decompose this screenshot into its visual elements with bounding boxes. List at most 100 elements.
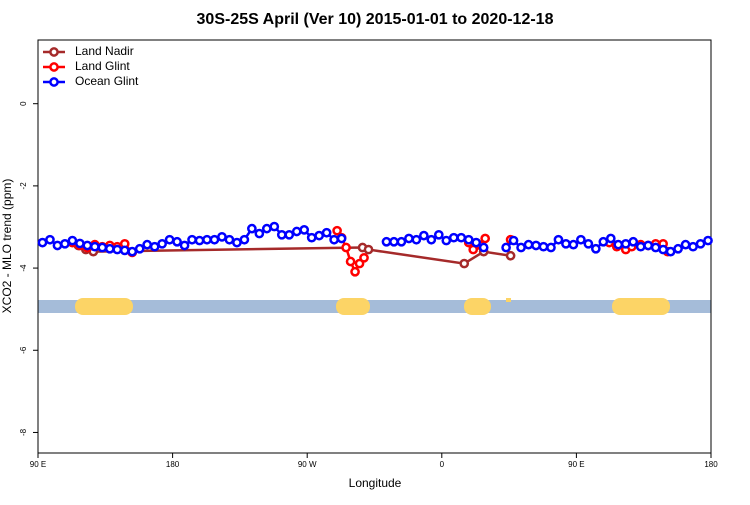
y-tick-label: -8 (19, 428, 28, 436)
data-point (194, 235, 205, 246)
data-point (284, 229, 295, 240)
data-point (142, 239, 153, 250)
data-point (217, 231, 227, 242)
data-point (561, 238, 571, 249)
data-point (164, 234, 175, 245)
y-tick-label: 0 (19, 101, 28, 106)
data-point (650, 242, 661, 253)
data-point (261, 223, 272, 234)
x-tick-label: 0 (440, 460, 445, 469)
legend-marker (49, 62, 59, 72)
data-point (254, 228, 265, 239)
data-point (620, 238, 631, 249)
data-point (37, 237, 48, 248)
x-tick-label: 90 E (30, 460, 46, 469)
data-point (134, 243, 145, 254)
data-point (321, 227, 332, 238)
data-point (643, 240, 654, 251)
data-point (60, 238, 70, 249)
data-point (363, 244, 374, 255)
x-tick-label: 180 (704, 460, 718, 469)
data-point (590, 243, 601, 254)
data-point (82, 240, 93, 251)
data-point (157, 238, 167, 249)
data-point (97, 242, 108, 253)
data-point (480, 233, 491, 244)
data-point (389, 236, 399, 247)
legend-marker (49, 47, 59, 57)
data-point (568, 239, 579, 250)
data-point (456, 232, 467, 243)
x-tick-label: 90 W (298, 460, 317, 469)
land-band (336, 298, 370, 315)
data-point (613, 239, 624, 250)
data-point (459, 258, 470, 269)
data-point (336, 233, 347, 244)
legend-marker (49, 77, 59, 87)
data-point (239, 234, 250, 245)
land-ocean-band (38, 298, 711, 315)
plot-frame (37, 39, 712, 454)
data-point (463, 234, 474, 245)
data-point (658, 244, 668, 255)
land-band (612, 298, 670, 315)
data-point (314, 230, 325, 241)
data-point (598, 236, 609, 247)
data-point (187, 234, 197, 245)
data-point (350, 266, 360, 277)
data-point (605, 233, 616, 244)
data-point (381, 236, 392, 247)
chart-title: 30S-25S April (Ver 10) 2015-01-01 to 202… (197, 11, 554, 28)
data-point (112, 244, 123, 255)
data-point (448, 232, 459, 243)
data-point (673, 243, 683, 254)
data-point (501, 242, 511, 253)
data-point (149, 241, 160, 252)
data-point (695, 238, 706, 249)
data-point (553, 234, 564, 245)
data-point (247, 223, 257, 234)
data-point (411, 234, 422, 245)
data-point (419, 230, 429, 241)
data-point (232, 237, 242, 248)
data-point (67, 235, 78, 246)
y-tick-label: -4 (19, 264, 28, 272)
data-point (75, 238, 85, 249)
data-point (291, 226, 302, 237)
data-point (269, 221, 280, 232)
data-point (332, 225, 342, 236)
data-point (426, 234, 437, 245)
y-tick-label: -2 (19, 182, 28, 190)
data-point (306, 232, 317, 243)
data-point (531, 240, 541, 251)
data-point (523, 239, 534, 250)
data-point (202, 234, 212, 245)
data-point (329, 234, 339, 245)
data-point (665, 246, 676, 257)
data-point (45, 234, 55, 245)
data-point (628, 236, 639, 247)
data-point (635, 241, 646, 252)
data-point (505, 250, 516, 261)
y-tick-label: -6 (19, 346, 28, 354)
data-point (299, 225, 310, 235)
data-point (127, 246, 138, 257)
x-tick-label: 90 E (568, 460, 584, 469)
x-tick-label: 180 (166, 460, 180, 469)
data-point (52, 240, 63, 251)
data-point (703, 235, 713, 246)
data-point (516, 242, 526, 253)
data-point (396, 236, 407, 247)
data-point (404, 233, 414, 244)
data-point (172, 236, 182, 247)
data-point (478, 242, 489, 253)
data-point (119, 245, 130, 256)
data-point (538, 241, 549, 252)
data-point (209, 234, 220, 245)
data-point (471, 237, 482, 248)
land-band (464, 298, 491, 315)
data-point (224, 234, 235, 245)
data-point (345, 256, 356, 267)
data-point (576, 234, 586, 245)
data-point (680, 239, 691, 250)
